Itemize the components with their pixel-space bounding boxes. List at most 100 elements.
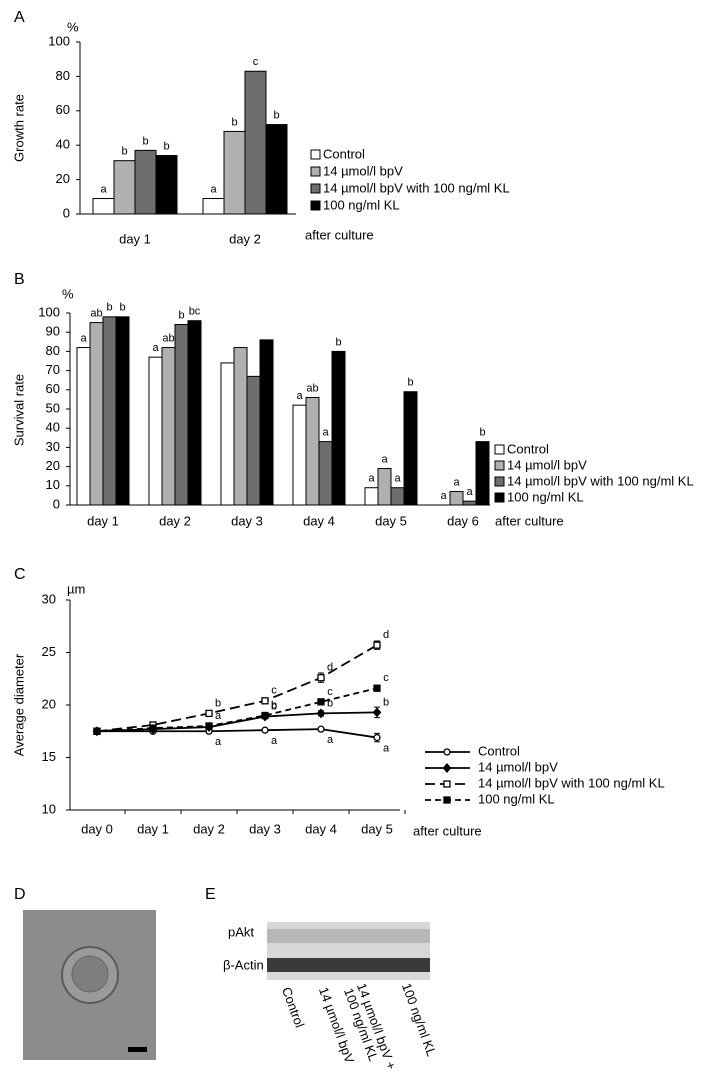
panel-label: D xyxy=(14,886,26,903)
nucleus xyxy=(71,955,109,993)
legend-label: 100 ng/ml KL xyxy=(478,791,555,806)
y-tick-label: 0 xyxy=(53,496,60,511)
lane-label: 100 ng/ml KL xyxy=(399,981,439,1058)
y-tick-label: 60 xyxy=(46,381,60,396)
legend-swatch xyxy=(310,200,321,211)
legend-label: 14 µmol/l bpV with 100 ng/ml KL xyxy=(478,775,665,790)
marker xyxy=(317,725,325,733)
y-tick-label: 100 xyxy=(38,304,60,319)
y-tick-label: 30 xyxy=(46,439,60,454)
bar xyxy=(390,487,405,506)
marker xyxy=(317,698,325,706)
marker xyxy=(261,726,269,734)
significance-letter: a xyxy=(215,710,222,722)
significance-letter: a xyxy=(440,490,447,502)
bar xyxy=(134,149,157,215)
marker xyxy=(372,707,382,718)
marker xyxy=(93,727,101,735)
marker xyxy=(373,733,381,742)
significance-letter: a xyxy=(381,453,388,465)
marker xyxy=(442,763,452,773)
significance-letter: a xyxy=(100,183,107,195)
x-tick-label: day 3 xyxy=(231,513,263,528)
significance-letter: a xyxy=(210,183,217,195)
significance-letter: b xyxy=(106,302,112,314)
line xyxy=(96,687,378,733)
legend-label: 14 µmol/l bpV xyxy=(507,457,587,472)
marker xyxy=(443,748,451,756)
x-note: after culture xyxy=(495,513,564,528)
y-axis-label: Growth rate xyxy=(11,94,26,162)
significance-letter: c xyxy=(253,56,259,68)
y-tick-label: 80 xyxy=(46,343,60,358)
y-unit: µm xyxy=(67,581,85,596)
significance-letter: a xyxy=(383,742,390,754)
x-note: after culture xyxy=(413,823,482,838)
legend-swatch xyxy=(494,444,505,455)
bar xyxy=(89,322,104,506)
x-note: after culture xyxy=(305,227,374,242)
bar xyxy=(187,320,202,506)
bar xyxy=(161,347,176,506)
y-axis-label: Average diameter xyxy=(11,653,26,756)
bar xyxy=(364,487,379,506)
y-tick-label: 30 xyxy=(42,591,56,606)
panel-label: C xyxy=(14,566,26,583)
blot-row-label: pAkt xyxy=(228,924,254,939)
y-tick-label: 90 xyxy=(46,324,60,339)
marker xyxy=(149,724,157,732)
significance-letter: b xyxy=(407,377,413,389)
bar xyxy=(102,316,117,506)
line xyxy=(96,711,378,733)
significance-letter: b xyxy=(119,302,125,314)
significance-letter: a xyxy=(368,473,375,485)
legend-swatch xyxy=(494,476,505,487)
y-tick-label: 10 xyxy=(42,801,56,816)
legend-label: 14 µmol/l bpV xyxy=(478,759,558,774)
x-tick-label: day 2 xyxy=(159,513,191,528)
blot-band xyxy=(267,929,430,943)
y-tick-label: 25 xyxy=(42,644,56,659)
bar xyxy=(76,347,91,506)
significance-letter: d xyxy=(383,629,389,641)
significance-letter: c xyxy=(383,672,389,684)
significance-letter: a xyxy=(394,473,401,485)
significance-letter: b xyxy=(271,699,277,711)
bar xyxy=(305,396,320,506)
y-tick-label: 70 xyxy=(46,362,60,377)
bar xyxy=(174,324,189,506)
marker xyxy=(261,697,269,705)
significance-letter: a xyxy=(453,476,460,488)
bar xyxy=(265,124,288,215)
bar xyxy=(148,356,163,506)
y-axis-label: Survival rate xyxy=(11,374,26,446)
blot-row-label: β-Actin xyxy=(223,957,264,972)
y-tick-label: 10 xyxy=(46,477,60,492)
marker xyxy=(443,780,451,788)
y-tick-label: 80 xyxy=(56,68,70,83)
legend-label: Control xyxy=(507,441,549,456)
significance-letter: a xyxy=(152,342,159,354)
significance-letter: b xyxy=(121,146,127,158)
significance-letter: b xyxy=(479,427,485,439)
significance-letter: b xyxy=(163,140,169,152)
significance-letter: a xyxy=(327,734,334,746)
bar xyxy=(233,347,248,506)
marker xyxy=(261,711,269,720)
legend-label: Control xyxy=(323,146,365,161)
y-tick-label: 60 xyxy=(56,102,70,117)
significance-letter: a xyxy=(271,735,278,747)
y-tick-label: 40 xyxy=(56,137,70,152)
marker xyxy=(205,709,213,718)
legend-label: 100 ng/ml KL xyxy=(323,197,400,212)
panel-label: A xyxy=(14,9,25,26)
significance-letter: a xyxy=(215,736,222,748)
significance-letter: ab xyxy=(306,382,318,394)
x-tick-label: day 6 xyxy=(447,513,479,528)
lane-label: Control xyxy=(279,985,307,1030)
line xyxy=(96,644,378,733)
significance-letter: a xyxy=(296,390,303,402)
significance-letter: b xyxy=(142,135,148,147)
marker xyxy=(205,722,213,730)
legend-swatch xyxy=(310,183,321,194)
